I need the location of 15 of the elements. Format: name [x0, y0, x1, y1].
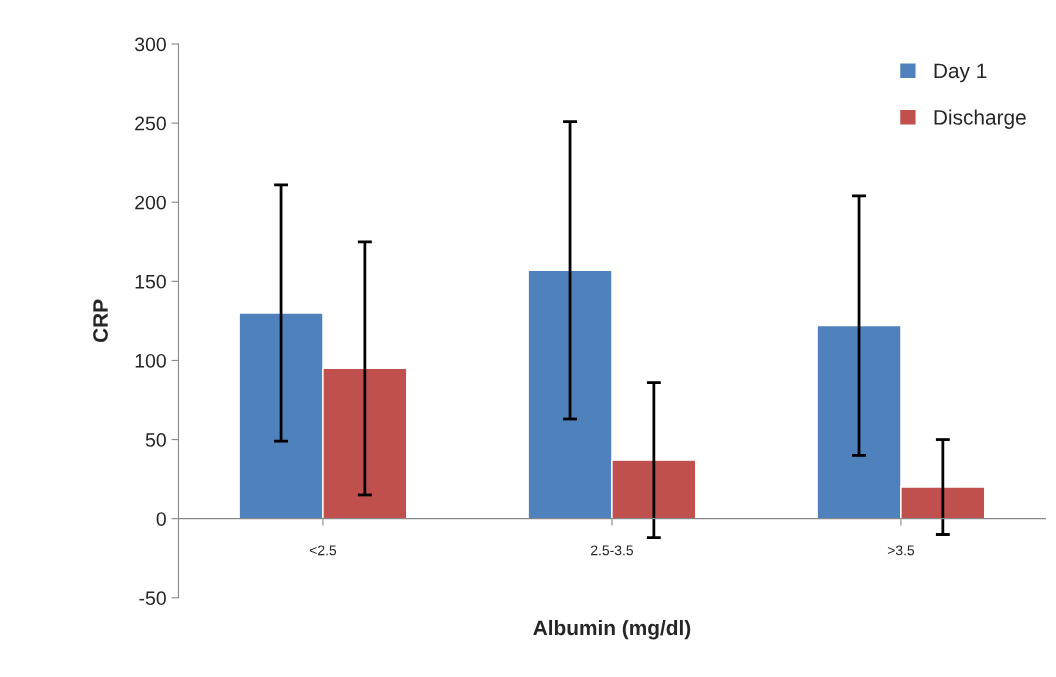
x-tick-label: >3.5: [887, 545, 915, 556]
legend-label: Discharge: [934, 109, 1026, 129]
y-axis-title: CRP: [93, 299, 108, 343]
x-tick-label: <2.5: [309, 545, 337, 556]
y-tick-label: 300: [134, 37, 166, 52]
x-tick-label: 2.5-3.5: [591, 545, 633, 556]
y-tick-label: 200: [135, 195, 166, 210]
y-tick-label: 100: [135, 353, 166, 368]
y-tick-label: -50: [139, 591, 166, 606]
y-tick-label: 50: [145, 433, 166, 447]
y-tick-label: 250: [135, 116, 166, 131]
legend-label: Day 1: [934, 63, 987, 83]
y-tick-label: 150: [135, 274, 166, 289]
x-axis-title: Albumin (mg/dl): [533, 619, 691, 640]
y-tick-label: 0: [156, 512, 166, 526]
